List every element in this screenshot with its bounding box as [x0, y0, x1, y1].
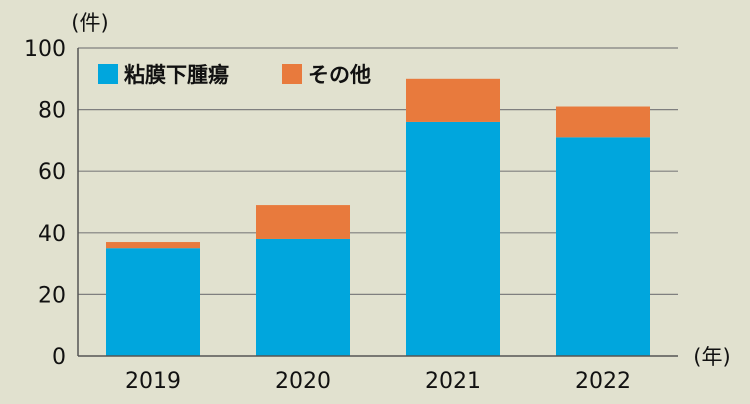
legend-swatch-other	[282, 64, 302, 84]
legend-label-other: その他	[308, 63, 371, 87]
y-axis-unit: (件)	[71, 11, 108, 35]
bar-2020-series-0	[256, 238, 350, 356]
bar-2022-series-1	[556, 106, 650, 138]
y-tick-labels: 0 20 40 60 80 100	[24, 37, 66, 370]
y-tick-label-20: 20	[38, 283, 66, 308]
bar-2019-series-0	[106, 248, 200, 356]
axes	[77, 48, 678, 357]
bar-2021-series-1	[406, 78, 500, 122]
legend-swatch-submucosal-tumor	[98, 64, 118, 84]
bar-2021-series-0	[406, 121, 500, 356]
y-tick-label-60: 60	[38, 160, 66, 185]
x-tick-label-2020: 2020	[275, 369, 331, 394]
x-tick-label-2019: 2019	[125, 369, 181, 394]
bar-2022-series-0	[556, 137, 650, 356]
bars	[106, 78, 650, 356]
x-tick-labels: 2019 2020 2021 2022	[125, 369, 631, 394]
legend-label-submucosal-tumor: 粘膜下腫瘍	[124, 63, 229, 87]
y-tick-label-40: 40	[38, 222, 66, 247]
legend: 粘膜下腫瘍 その他	[98, 63, 371, 87]
x-tick-label-2021: 2021	[425, 369, 481, 394]
bar-2020-series-1	[256, 205, 350, 239]
x-tick-label-2022: 2022	[575, 369, 631, 394]
y-tick-label-0: 0	[52, 345, 66, 370]
x-axis-unit: (年)	[693, 345, 730, 369]
y-tick-label-100: 100	[24, 37, 66, 62]
bar-2019-series-1	[106, 242, 200, 249]
y-tick-label-80: 80	[38, 99, 66, 124]
